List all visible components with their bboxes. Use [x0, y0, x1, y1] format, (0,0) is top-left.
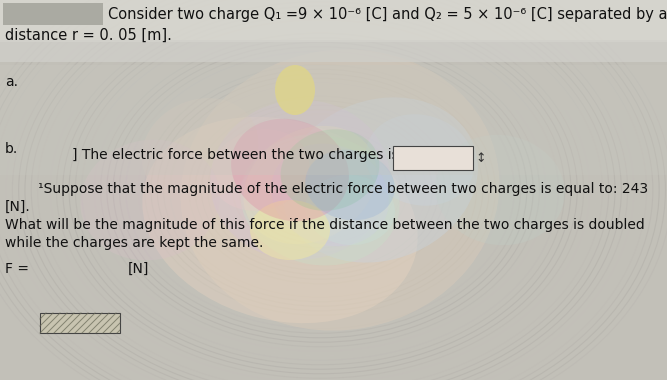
FancyBboxPatch shape: [393, 146, 473, 170]
Ellipse shape: [243, 126, 377, 244]
Ellipse shape: [366, 114, 474, 206]
Ellipse shape: [305, 150, 395, 220]
Ellipse shape: [282, 97, 478, 263]
Text: distance r = 0. 05 [m].: distance r = 0. 05 [m].: [5, 28, 172, 43]
FancyBboxPatch shape: [0, 65, 667, 110]
Text: ¹Suppose that the magnitude of the electric force between two charges is equal t: ¹Suppose that the magnitude of the elect…: [38, 182, 648, 196]
FancyBboxPatch shape: [0, 0, 667, 42]
Text: while the charges are kept the same.: while the charges are kept the same.: [5, 236, 263, 250]
Ellipse shape: [80, 140, 219, 260]
Text: [N]: [N]: [128, 262, 149, 276]
Text: a.: a.: [5, 75, 18, 89]
Text: F =: F =: [5, 262, 29, 276]
Text: ↕: ↕: [476, 152, 486, 165]
Ellipse shape: [211, 129, 309, 211]
Ellipse shape: [271, 144, 389, 246]
Text: [N].: [N].: [5, 200, 31, 214]
Ellipse shape: [142, 117, 418, 323]
Ellipse shape: [210, 100, 390, 260]
Ellipse shape: [181, 49, 500, 331]
Ellipse shape: [250, 200, 330, 260]
FancyBboxPatch shape: [3, 3, 103, 25]
Text: b.: b.: [5, 142, 18, 156]
Ellipse shape: [305, 175, 395, 245]
Text: What will be the magnitude of this force if the distance between the two charges: What will be the magnitude of this force…: [5, 218, 645, 232]
Ellipse shape: [275, 65, 315, 115]
Ellipse shape: [240, 135, 400, 266]
Ellipse shape: [281, 129, 380, 211]
Text: Consider two charge Q₁ =9 × 10⁻⁶ [C] and Q₂ = 5 × 10⁻⁶ [C] separated by a: Consider two charge Q₁ =9 × 10⁻⁶ [C] and…: [108, 7, 667, 22]
Text: ] The electric force between the two charges is: ] The electric force between the two cha…: [72, 148, 399, 162]
FancyBboxPatch shape: [40, 313, 120, 333]
Ellipse shape: [141, 98, 258, 202]
Ellipse shape: [231, 119, 349, 221]
FancyBboxPatch shape: [0, 40, 667, 62]
Ellipse shape: [435, 135, 565, 245]
FancyBboxPatch shape: [0, 110, 667, 175]
